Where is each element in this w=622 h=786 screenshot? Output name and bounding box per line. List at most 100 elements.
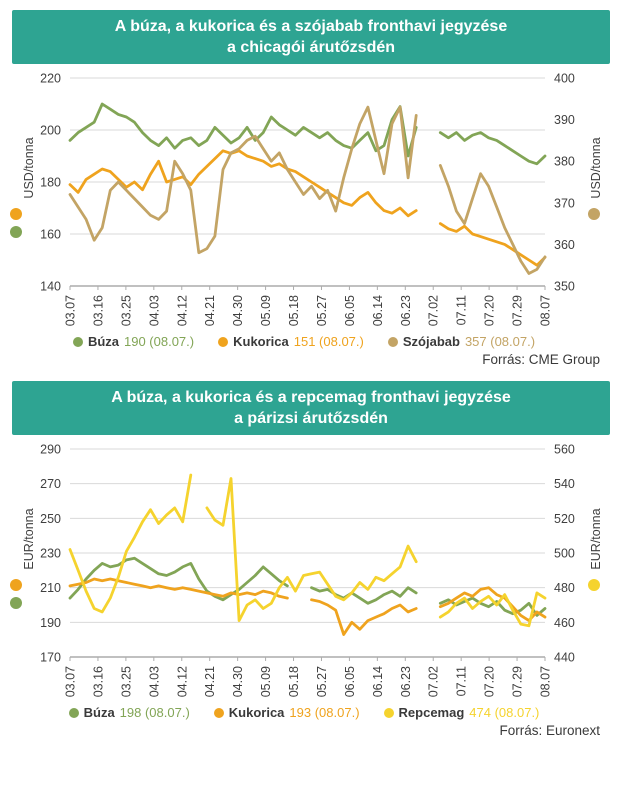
svg-text:05.18: 05.18 [287,295,301,326]
svg-text:06.14: 06.14 [371,295,385,326]
legend-series-value: 198 (08.07.) [119,705,190,721]
svg-text:07.29: 07.29 [511,666,525,697]
chart-title-line2: a chicagói árutőzsdén [226,39,396,57]
svg-text:05.09: 05.09 [259,666,273,697]
svg-text:520: 520 [554,512,575,526]
svg-text:06.14: 06.14 [371,666,385,697]
svg-text:03.16: 03.16 [91,295,105,326]
svg-text:08.07: 08.07 [539,666,553,697]
svg-text:05.18: 05.18 [287,666,301,697]
axis-series-dot [588,579,600,592]
paris-chart-block: A búza, a kukorica és a repcemag frontha… [0,381,622,738]
axis-title: EUR/tonna [589,509,603,570]
source-label: Forrás: Euronext [499,723,600,739]
legend-series-value: 151 (08.07.) [293,334,364,350]
svg-text:460: 460 [554,616,575,630]
legend-item: Repcemag 474 (08.07.) [383,705,540,721]
svg-text:04.30: 04.30 [231,295,245,326]
svg-text:380: 380 [554,155,575,169]
legend-series-name: Szójabab [402,334,460,350]
svg-text:06.23: 06.23 [399,295,413,326]
svg-text:360: 360 [554,238,575,252]
chart-title: A búza, a kukorica és a szójabab frontha… [12,10,610,65]
legend-series-value: 474 (08.07.) [469,705,540,721]
svg-text:440: 440 [554,651,575,665]
legend-series-name: Kukorica [233,334,289,350]
svg-text:350: 350 [554,280,575,294]
legend-series-name: Repcemag [398,705,465,721]
svg-text:250: 250 [40,512,61,526]
svg-text:400: 400 [554,72,575,86]
legend-dot [213,707,224,718]
legend-series-value: 190 (08.07.) [124,334,195,350]
svg-text:290: 290 [40,443,61,457]
svg-text:160: 160 [40,228,61,242]
svg-text:230: 230 [40,547,61,561]
axis-series-dot [588,208,600,221]
axis-series-dot [10,226,22,239]
svg-text:04.30: 04.30 [231,666,245,697]
chart-title: A búza, a kukorica és a repcemag frontha… [12,381,610,436]
svg-text:07.02: 07.02 [427,295,441,326]
svg-text:04.21: 04.21 [203,666,217,697]
legend-item: Szójabab 357 (08.07.) [387,334,536,350]
legend-dot [72,336,83,347]
legend-item: Kukorica 193 (08.07.) [213,705,360,721]
svg-text:04.12: 04.12 [175,666,189,697]
svg-text:04.03: 04.03 [147,666,161,697]
svg-text:210: 210 [40,582,61,596]
legend: Búza 190 (08.07.) Kukorica 151 (08.07.) Szój… [0,334,622,349]
axis-series-dot [10,597,22,610]
svg-text:370: 370 [554,197,575,211]
source-label: Forrás: CME Group [482,352,600,368]
legend-series-value: 357 (08.07.) [464,334,536,350]
legend-series-value: 193 (08.07.) [289,705,360,721]
svg-text:03.16: 03.16 [91,666,105,697]
legend-series-name: Búza [87,334,119,350]
legend-dot [383,707,394,718]
axis-series-dot [10,579,22,592]
legend-dot [68,707,79,718]
svg-text:200: 200 [40,124,61,138]
chart-title-line2: a párizsi árutőzsdén [234,410,388,428]
svg-text:03.07: 03.07 [64,295,78,326]
legend-item: Kukorica 151 (08.07.) [218,334,364,349]
svg-text:180: 180 [40,176,61,190]
axis-title: USD/tonna [22,138,36,199]
svg-text:07.11: 07.11 [455,295,469,325]
svg-text:540: 540 [554,478,575,492]
legend-series-name: Búza [83,705,115,721]
svg-text:140: 140 [40,280,61,294]
svg-text:190: 190 [40,616,61,630]
svg-text:06.05: 06.05 [343,295,357,326]
axis-title: USD/tonna [589,138,603,199]
svg-text:05.09: 05.09 [259,295,273,326]
legend-dot [387,336,398,347]
chart-title-line1: A búza, a kukorica és a szójabab frontha… [114,18,508,35]
axis-series-dot [10,208,22,221]
svg-text:560: 560 [554,443,575,457]
price-line-chart-paris: 290 270 250 230 210 190 170 560 540 520 500 480 460 4… [10,443,603,698]
svg-text:07.20: 07.20 [483,666,497,697]
svg-text:08.07: 08.07 [539,295,553,326]
svg-text:220: 220 [40,72,61,86]
svg-text:03.25: 03.25 [119,295,133,326]
svg-text:170: 170 [40,651,61,665]
chicago-chart-block: A búza, a kukorica és a szójabab frontha… [0,10,622,367]
svg-text:07.02: 07.02 [427,666,441,697]
svg-text:270: 270 [40,478,61,492]
svg-text:390: 390 [554,113,575,127]
svg-text:06.05: 06.05 [343,666,357,697]
legend: Búza 198 (08.07.) Kukorica 193 (08.07.) Repc… [0,705,622,720]
chart-title-line1: A búza, a kukorica és a repcemag frontha… [111,389,511,407]
svg-text:04.21: 04.21 [203,295,217,326]
svg-text:07.20: 07.20 [483,295,497,326]
price-line-chart-chicago: 220 200 180 160 140 400 390 380 370 360 350 03.07 03… [10,72,603,327]
svg-text:06.23: 06.23 [399,666,413,697]
svg-text:03.25: 03.25 [119,666,133,697]
axis-title: EUR/tonna [22,509,36,570]
svg-text:04.12: 04.12 [175,295,189,326]
legend-item: Búza 190 (08.07.) [72,334,195,350]
svg-text:04.03: 04.03 [147,295,161,326]
svg-text:500: 500 [554,547,575,561]
